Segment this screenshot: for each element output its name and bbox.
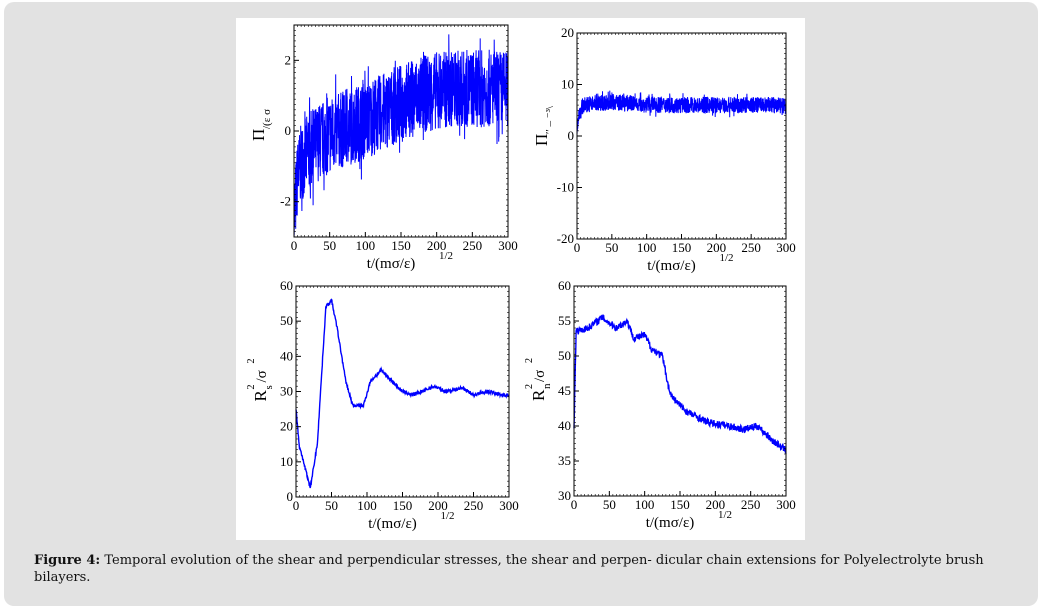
y-tick-label: 50 [280, 313, 293, 328]
y-axis-label-sub: s [263, 385, 275, 389]
x-tick-label: 50 [605, 240, 618, 255]
chart-shear-stress: 0 50 100 150 200 250 300 -2 0 2 t/(mσ/ε) 1/2 Π/(ε σ [249, 24, 518, 272]
y-axis-label-sup: 2 [246, 359, 257, 364]
x-tick-label: 50 [603, 497, 616, 512]
chart-shear-extension: 0 50 100 150 200 250 300 0 10 20 30 40 50 60 t/(mσ/ε) 1… [246, 278, 519, 532]
series-line [295, 298, 510, 489]
y-axis-label-sup: 2 [524, 358, 535, 363]
x-tick-label: 300 [776, 497, 796, 512]
y-tick-label: 10 [280, 454, 293, 469]
x-tick-label: 250 [741, 497, 761, 512]
y-tick-label: 40 [558, 418, 571, 433]
y-tick-label: 60 [558, 278, 571, 293]
y-axis-label-sub: n [541, 383, 553, 389]
y-tick-label: 2 [285, 52, 292, 67]
series-line [573, 314, 787, 454]
x-tick-label: 200 [707, 240, 727, 255]
y-axis-label: Rs/σ 2 2 [246, 359, 275, 402]
x-axis-label-sup: 1/2 [439, 250, 453, 262]
y-tick-label: -20 [557, 231, 574, 246]
x-tick-label: 300 [498, 238, 518, 253]
x-tick-label: 300 [499, 498, 519, 513]
x-tick-label: 50 [325, 498, 338, 513]
y-axis-label: Π/(ε σ [249, 109, 273, 141]
caption-text: Temporal evolution of the shear and perp… [34, 553, 984, 585]
y-axis-label-rest: /σ [532, 370, 548, 382]
y-axis-label: Rn/σ 2 2 [524, 358, 553, 401]
x-tick-label: 150 [391, 238, 411, 253]
y-axis-label: Π′′ – ⁻³\ [532, 105, 556, 146]
plot-frame [573, 285, 787, 497]
x-tick-label: 0 [574, 240, 581, 255]
y-axis-label-main: Π [249, 129, 268, 141]
x-axis-label-sup: 1/2 [720, 252, 734, 264]
x-tick-label: 200 [428, 498, 448, 513]
y-tick-label: 0 [285, 123, 292, 138]
figure-caption: Figure 4: Temporal evolution of the shea… [34, 552, 1024, 586]
y-tick-label: 0 [568, 128, 575, 143]
y-axis-label-sup: 2 [524, 384, 535, 389]
x-tick-label: 0 [291, 238, 298, 253]
y-tick-label: 20 [561, 25, 574, 40]
x-axis-label: t/(mσ/ε) [368, 516, 417, 532]
x-axis-label: t/(mσ/ε) [367, 256, 416, 272]
x-axis-label-sup: 1/2 [718, 509, 732, 521]
x-axis-label: t/(mσ/ε) [646, 515, 695, 531]
x-tick-label: 200 [706, 497, 726, 512]
y-axis-label-sub: ′′ – ⁻³\ [544, 105, 556, 134]
x-tick-label: 250 [463, 238, 483, 253]
y-tick-label: 20 [280, 419, 293, 434]
y-tick-label: -10 [557, 180, 574, 195]
y-tick-label: 45 [558, 383, 571, 398]
x-tick-label: 250 [464, 498, 484, 513]
plot-frame [576, 32, 787, 240]
caption-label: Figure 4: [34, 553, 101, 568]
y-tick-label: 30 [558, 488, 571, 503]
chart-perpendicular-stress: 0 50 100 150 200 250 300 -20 -10 0 10 20 t/(mσ/ε) 1/2… [532, 25, 796, 274]
series-line [576, 90, 787, 134]
y-axis-label-sup: 2 [246, 385, 257, 390]
x-tick-label: 100 [635, 497, 655, 512]
y-axis-label-main: R [251, 390, 270, 402]
y-tick-label: 30 [280, 384, 293, 399]
y-axis-label-rest: /σ [254, 370, 270, 382]
y-tick-label: 10 [561, 77, 574, 92]
y-tick-label: 35 [558, 453, 571, 468]
x-tick-label: 150 [670, 497, 690, 512]
y-axis-label-main: Π [532, 134, 551, 146]
y-tick-label: 40 [280, 348, 293, 363]
series-line [293, 34, 509, 238]
x-tick-label: 150 [393, 498, 413, 513]
chart-perpendicular-extension: 0 50 100 150 200 250 300 30 35 40 45 50 55 60 t/(mσ/ε)… [524, 278, 796, 531]
x-tick-label: 100 [357, 498, 377, 513]
x-tick-label: 300 [776, 240, 796, 255]
x-tick-label: 100 [637, 240, 657, 255]
y-tick-label: 55 [558, 313, 571, 328]
x-tick-label: 50 [323, 238, 336, 253]
x-axis-label-sup: 1/2 [441, 510, 455, 522]
y-axis-label-main: R [529, 389, 548, 401]
y-tick-label: 60 [280, 278, 293, 293]
x-axis-label: t/(mσ/ε) [647, 258, 696, 274]
y-tick-label: 50 [558, 348, 571, 363]
x-tick-label: 100 [356, 238, 376, 253]
x-tick-label: 250 [741, 240, 761, 255]
x-tick-label: 200 [427, 238, 447, 253]
x-tick-label: 0 [571, 497, 578, 512]
x-tick-label: 150 [672, 240, 692, 255]
y-tick-label: 0 [287, 489, 294, 504]
y-axis-label-sub: /(ε σ [261, 109, 273, 129]
y-tick-label: -2 [280, 194, 291, 209]
x-tick-label: 0 [293, 498, 300, 513]
